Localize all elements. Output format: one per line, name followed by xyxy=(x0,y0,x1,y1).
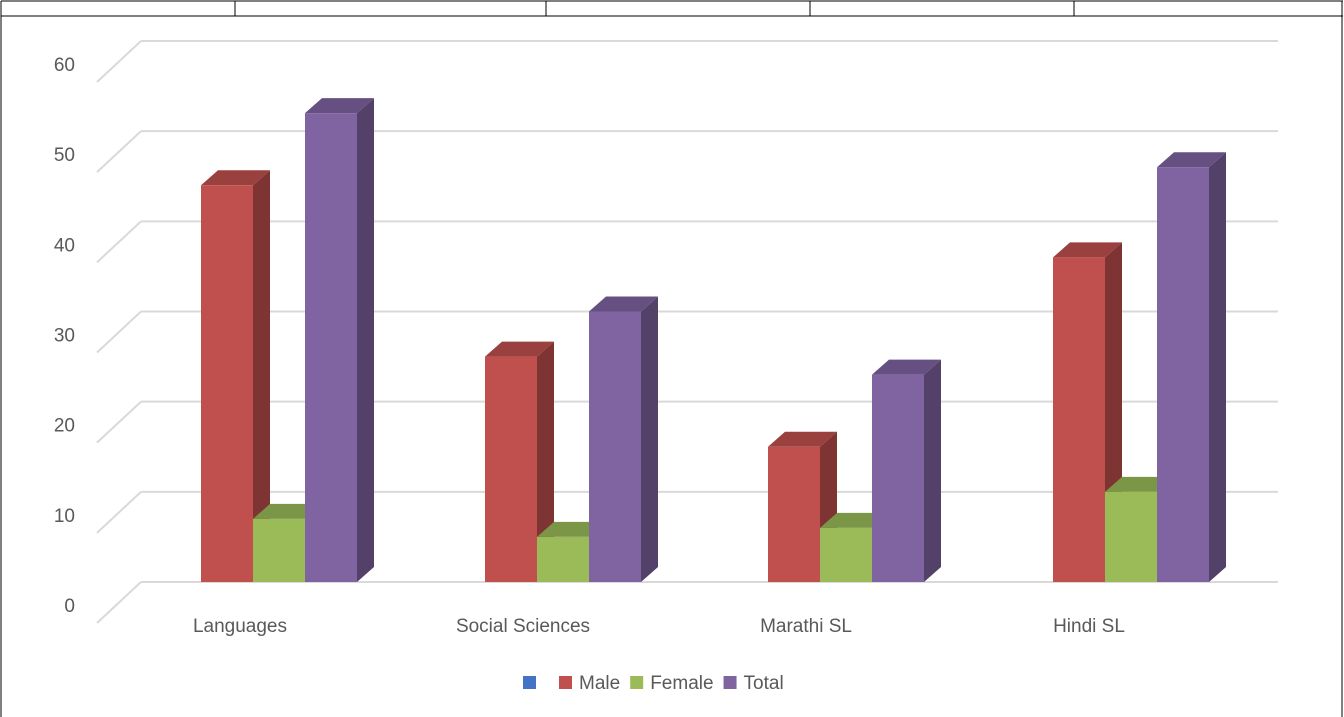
bar-series xyxy=(201,98,1226,582)
bar-top xyxy=(537,521,606,537)
legend-swatch xyxy=(630,676,644,689)
bar-side xyxy=(537,341,554,582)
bar-front xyxy=(485,356,537,582)
y-tick-label: 0 xyxy=(64,596,75,617)
bar xyxy=(305,98,374,582)
legend-swatch xyxy=(523,676,536,689)
legend-label: Female xyxy=(650,673,713,694)
bar-front xyxy=(1105,491,1157,582)
x-category-label: Marathi SL xyxy=(760,616,852,637)
bar-top xyxy=(305,98,374,114)
legend-swatch xyxy=(559,676,572,689)
x-axis-category-labels: Languages Social Sciences Marathi SL Hindi … xyxy=(193,616,1125,637)
gridline-depth xyxy=(96,130,142,173)
y-tick-label: 10 xyxy=(54,506,75,527)
bar-front xyxy=(872,374,924,582)
bar-top xyxy=(253,503,322,519)
x-category-label: Hindi SL xyxy=(1053,616,1125,637)
bar-side xyxy=(357,98,374,582)
gridline-depth xyxy=(96,581,142,624)
bar xyxy=(872,359,941,582)
bar-top xyxy=(820,512,889,528)
bar xyxy=(537,521,606,582)
y-tick-label: 30 xyxy=(54,326,75,347)
bar-front xyxy=(253,518,305,582)
bar xyxy=(1157,152,1226,582)
legend-label: Male xyxy=(579,673,620,694)
bar-front xyxy=(537,536,589,582)
bar-side xyxy=(641,296,658,582)
y-axis-tick-labels: 0 10 20 30 40 50 60 xyxy=(54,55,75,617)
bar-top xyxy=(1105,476,1174,492)
bar-top xyxy=(201,170,270,186)
bar-top xyxy=(768,431,837,447)
gridline-depth xyxy=(96,220,142,264)
bar-top xyxy=(1053,242,1122,258)
bar-front xyxy=(820,527,872,582)
gridline-depth xyxy=(96,40,142,83)
y-tick-label: 40 xyxy=(54,235,75,256)
y-tick-label: 20 xyxy=(54,416,75,437)
bar-front xyxy=(305,113,357,582)
bar-side xyxy=(1209,152,1226,582)
bar-front xyxy=(201,185,253,582)
bar-top xyxy=(872,359,941,375)
bar-front xyxy=(768,446,820,582)
bar-front xyxy=(1157,167,1209,582)
legend-label: Total xyxy=(744,673,784,694)
gridline-depth xyxy=(96,310,142,354)
bar-front xyxy=(1053,257,1105,582)
bar-front xyxy=(589,311,641,582)
bar-top xyxy=(485,341,554,357)
x-category-label: Social Sciences xyxy=(456,616,590,637)
bar-side xyxy=(924,359,941,582)
gridline-depth xyxy=(96,491,142,534)
y-tick-label: 50 xyxy=(54,145,75,166)
bar xyxy=(589,296,658,582)
bar-top xyxy=(1157,152,1226,168)
y-tick-label: 60 xyxy=(54,55,75,76)
legend-swatch xyxy=(723,676,737,689)
legend: Male Female Total xyxy=(523,673,784,694)
bar-top xyxy=(589,296,658,312)
gridline-depth xyxy=(96,400,142,444)
bar xyxy=(485,341,554,582)
x-category-label: Languages xyxy=(193,616,287,637)
bar-side xyxy=(253,170,270,582)
bar xyxy=(201,170,270,582)
